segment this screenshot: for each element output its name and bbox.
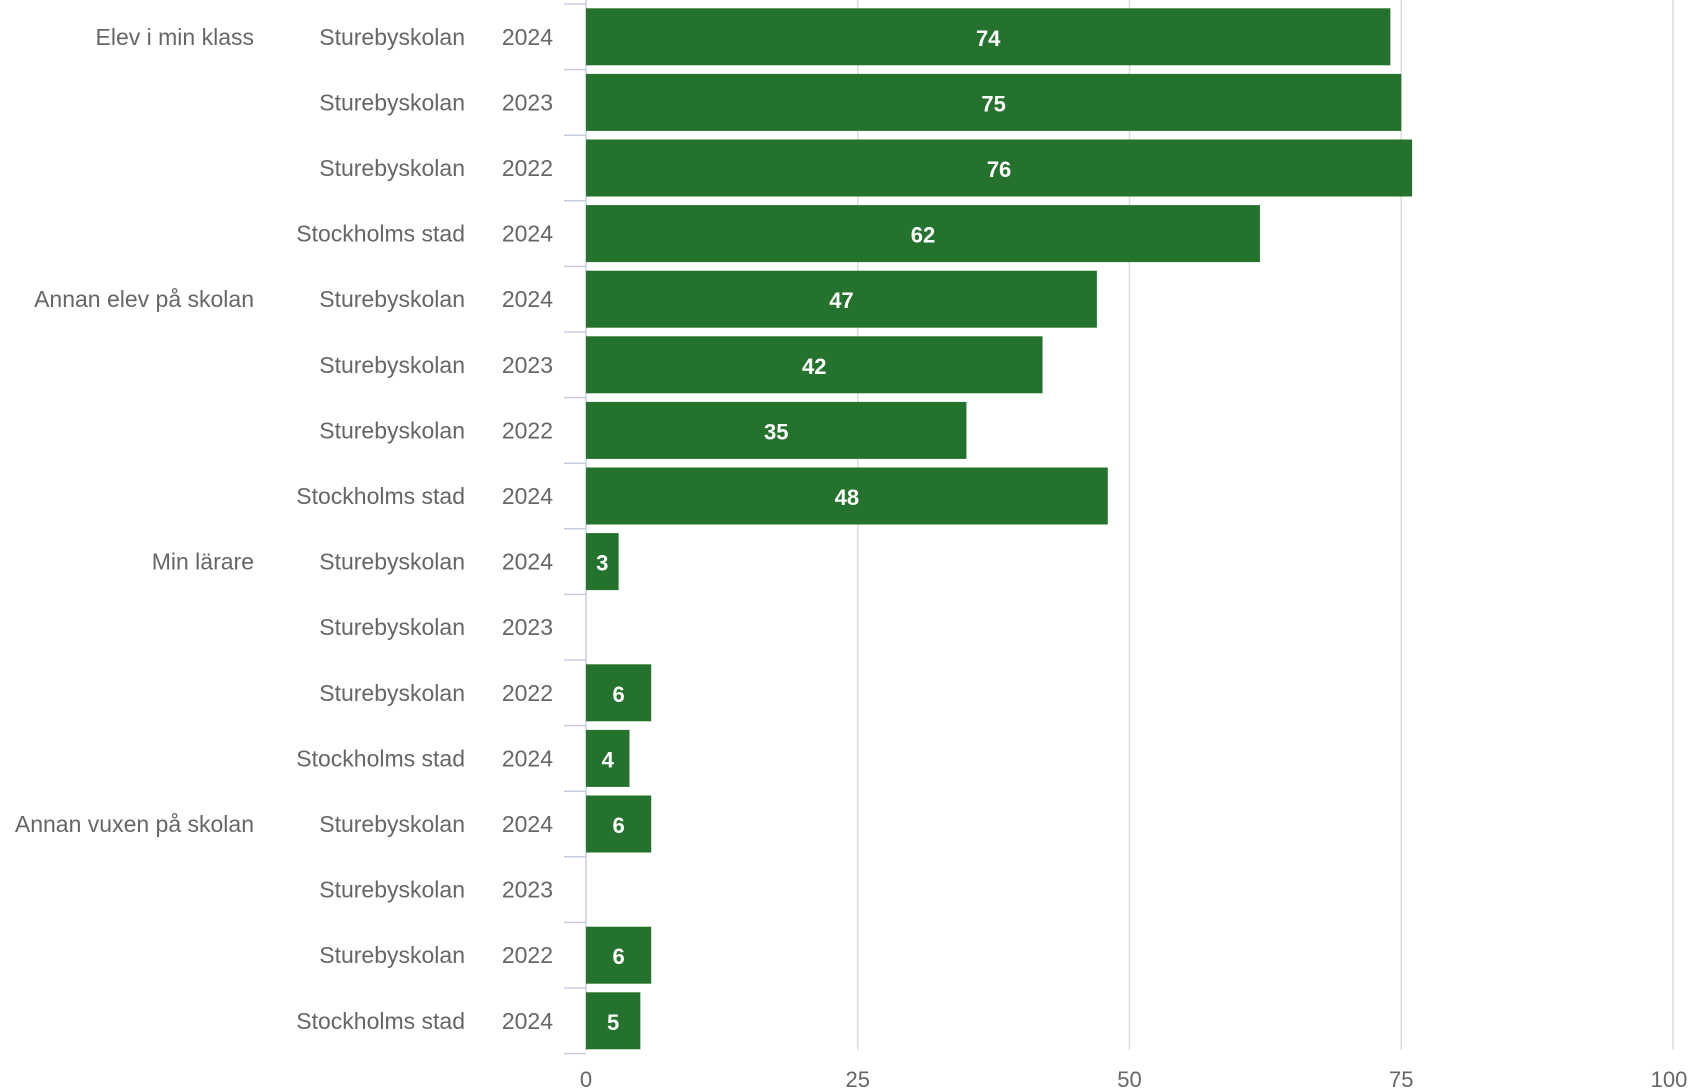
unit-label: Sturebyskolan [319, 155, 465, 181]
unit-label: Sturebyskolan [319, 286, 465, 312]
x-axis-ticks: 0 25 50 75 100 [580, 1067, 1687, 1092]
bar-value-label: 62 [911, 223, 935, 248]
year-label: 2022 [502, 155, 553, 181]
bar [586, 795, 652, 853]
bar [586, 205, 1260, 263]
year-label: 2024 [502, 811, 553, 837]
bar [586, 8, 1391, 66]
bar [586, 729, 630, 787]
unit-label: Sturebyskolan [319, 549, 465, 575]
year-label: 2024 [502, 286, 553, 312]
x-tick-label: 75 [1389, 1067, 1413, 1092]
year-label: 2023 [502, 614, 553, 640]
bar [586, 139, 1413, 197]
unit-label: Sturebyskolan [319, 352, 465, 378]
bar-value-label: 76 [987, 157, 1011, 182]
year-label: 2022 [502, 417, 553, 443]
unit-label: Sturebyskolan [319, 942, 465, 968]
year-label: 2024 [502, 745, 553, 771]
x-tick-label: 50 [1117, 1067, 1141, 1092]
unit-label: Sturebyskolan [319, 24, 465, 50]
unit-label: Stockholms stad [296, 745, 465, 771]
unit-label: Sturebyskolan [319, 811, 465, 837]
x-tick-label: 0 [580, 1067, 592, 1092]
unit-label: Sturebyskolan [319, 877, 465, 903]
bar-value-label: 48 [835, 485, 859, 510]
year-label: 2024 [502, 221, 553, 247]
bar-value-label: 6 [612, 813, 624, 838]
unit-label: Stockholms stad [296, 483, 465, 509]
bar [586, 73, 1402, 131]
year-label: 2024 [502, 24, 553, 50]
year-label: 2023 [502, 352, 553, 378]
group-label: Annan elev på skolan [34, 286, 254, 312]
bar-value-label: 6 [612, 682, 624, 707]
bar-value-label: 35 [764, 419, 788, 444]
unit-label: Sturebyskolan [319, 614, 465, 640]
bar [586, 467, 1108, 525]
unit-label: Stockholms stad [296, 1008, 465, 1034]
bar-value-label: 3 [596, 551, 608, 576]
bar [586, 926, 652, 984]
bar-value-label: 47 [829, 288, 853, 313]
bar-value-label: 4 [602, 747, 615, 772]
unit-label: Stockholms stad [296, 221, 465, 247]
year-label: 2024 [502, 1008, 553, 1034]
bar [586, 992, 641, 1050]
unit-label: Sturebyskolan [319, 680, 465, 706]
group-label: Min lärare [152, 549, 254, 575]
x-tick-label: 25 [846, 1067, 870, 1092]
y-axis-line [564, 0, 587, 1055]
unit-label: Sturebyskolan [319, 89, 465, 115]
bar [586, 336, 1043, 394]
year-label: 2024 [502, 483, 553, 509]
category-labels: Elev i min klass Sturebyskolan 2024 Stureby… [15, 24, 553, 1034]
bar [586, 664, 652, 722]
year-label: 2022 [502, 680, 553, 706]
bar-value-label: 6 [612, 944, 624, 969]
bar-value-label: 42 [802, 354, 826, 379]
bar-value-label: 75 [981, 91, 1005, 116]
year-label: 2022 [502, 942, 553, 968]
group-label: Elev i min klass [96, 24, 254, 50]
year-label: 2023 [502, 877, 553, 903]
bar-value-label: 5 [607, 1010, 619, 1035]
bar [586, 401, 967, 459]
bar [586, 270, 1097, 328]
bars: 74 75 76 62 47 42 35 48 3 6 4 6 6 5 [586, 8, 1413, 1050]
x-tick-label: 100 [1651, 1067, 1688, 1092]
bar [586, 533, 619, 591]
group-label: Annan vuxen på skolan [15, 811, 254, 837]
bar-value-label: 74 [976, 26, 1001, 51]
year-label: 2024 [502, 549, 553, 575]
unit-label: Sturebyskolan [319, 417, 465, 443]
year-label: 2023 [502, 89, 553, 115]
